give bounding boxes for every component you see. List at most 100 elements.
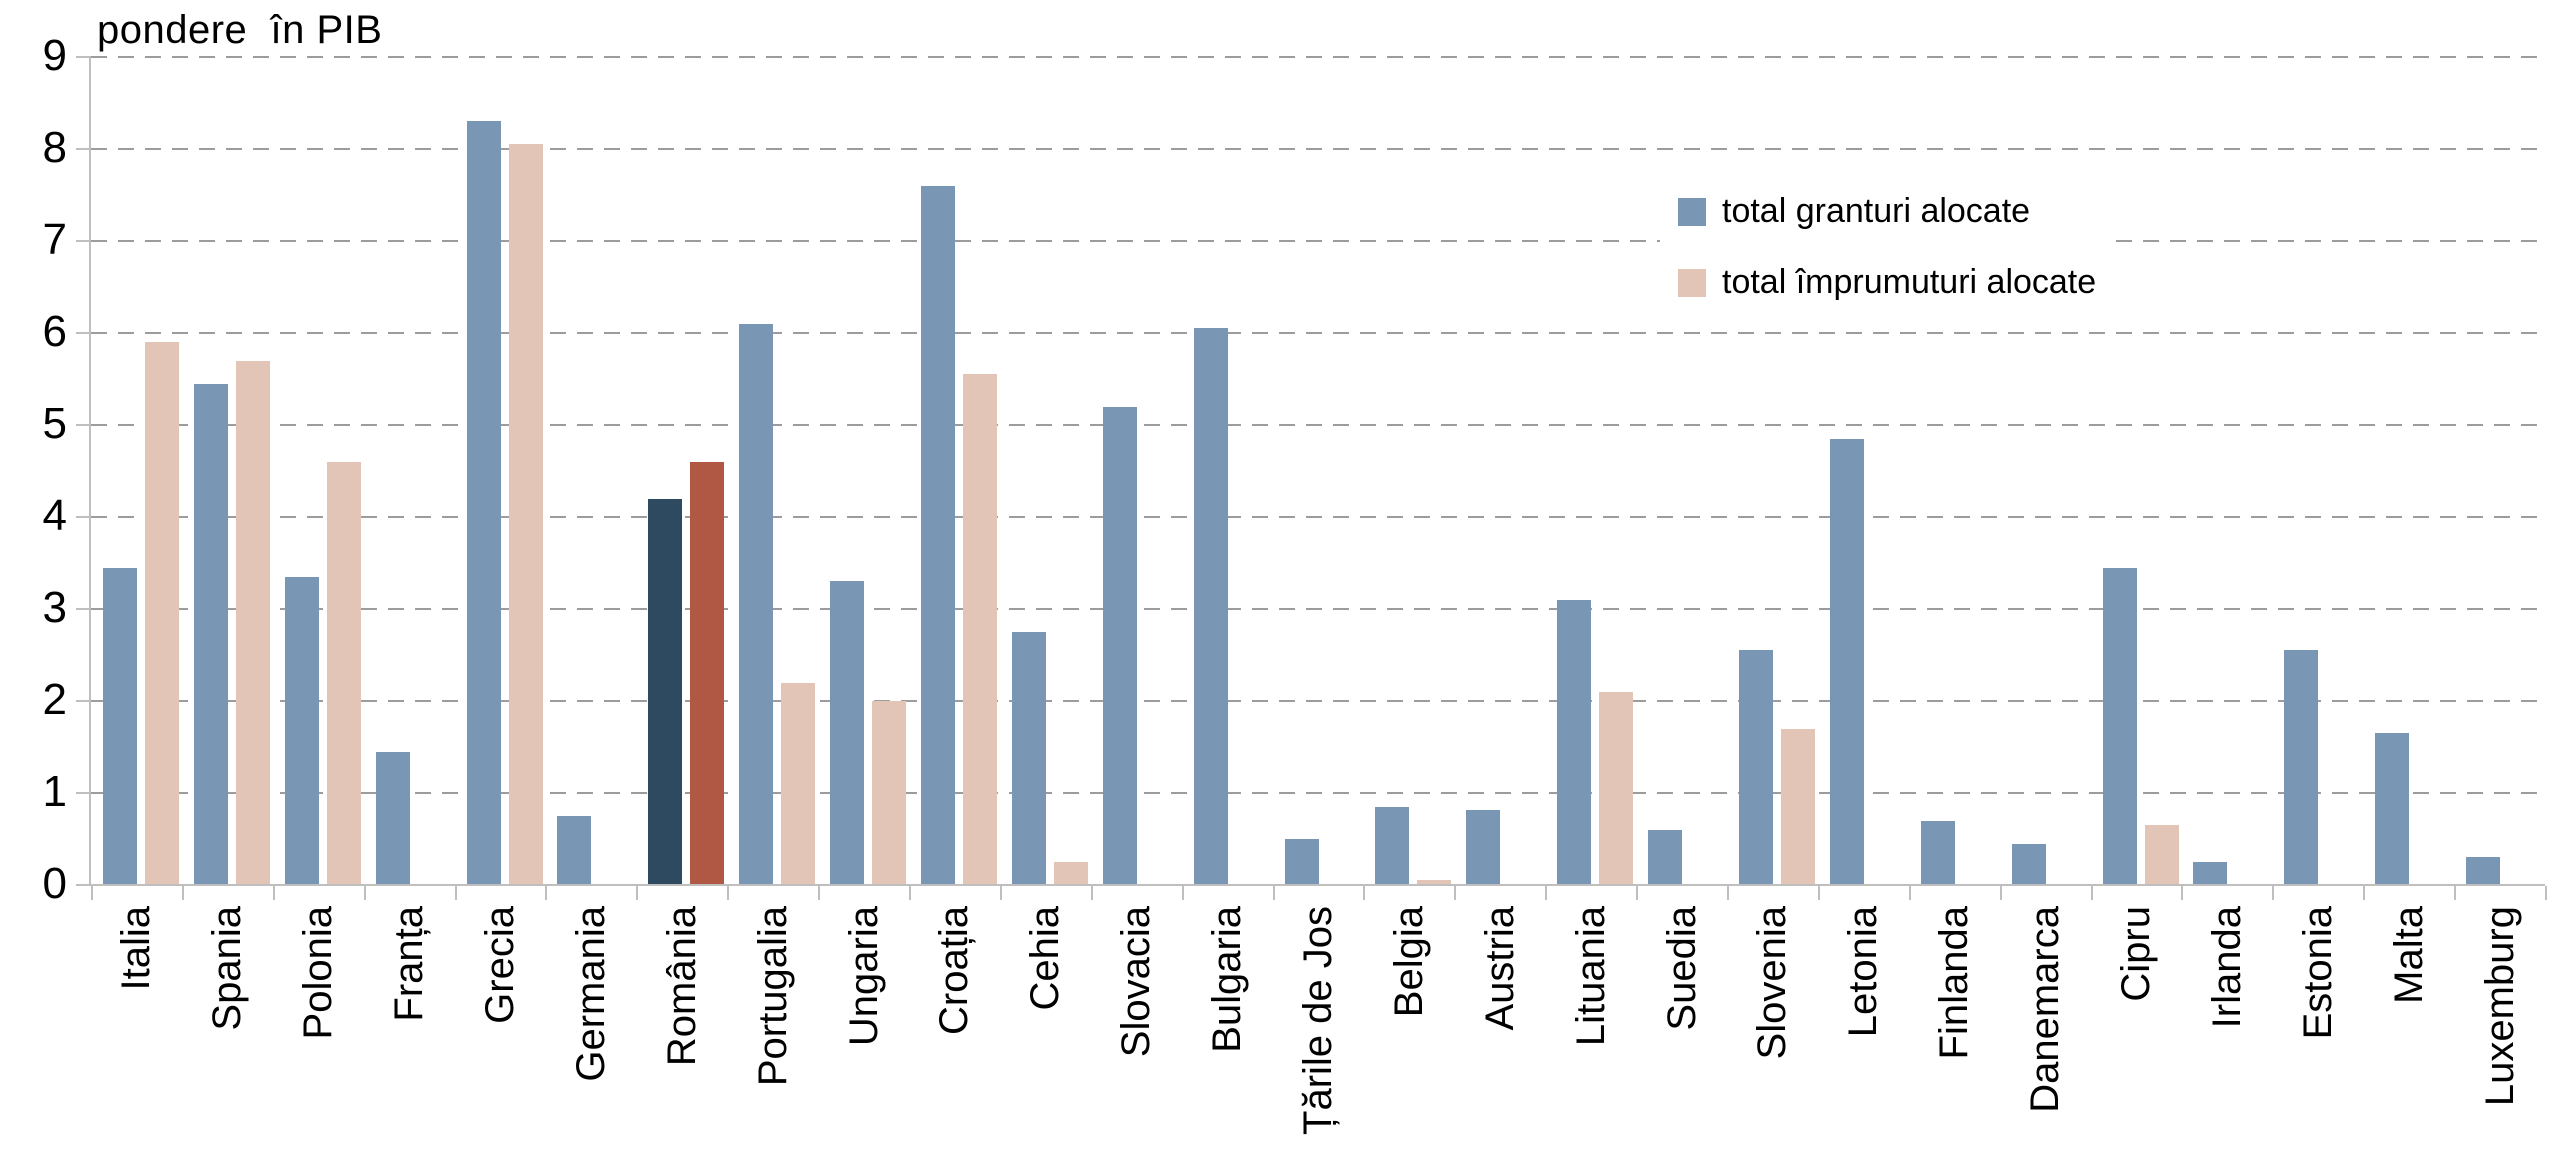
y-tick-label-8: 8 (42, 123, 67, 172)
gridline-6 (91, 332, 2545, 334)
x-label-cell-Slovacia: Slovacia (1091, 906, 1182, 1156)
x-label-Slovenia: Slovenia (1750, 906, 1795, 1060)
x-axis-tick (1090, 886, 1182, 900)
bar-group-Țările de Jos (1273, 57, 1364, 885)
plot-area: 0 1 2 3 4 5 6 7 8 9 (43, 34, 2545, 906)
bar-group-Austria (1454, 57, 1545, 885)
x-axis-tick (2454, 886, 2545, 900)
y-axis-tick-8 (76, 148, 91, 150)
y-tick-label-2: 2 (42, 675, 67, 724)
x-axis-tick (2181, 886, 2272, 900)
x-axis-tick (1817, 886, 1909, 900)
y-tick-label-5: 5 (42, 399, 67, 448)
chart-title: pondere în PIB (97, 8, 383, 52)
x-label-cell-Suedia: Suedia (1636, 906, 1727, 1156)
x-label-Finlanda: Finlanda (1932, 906, 1977, 1060)
x-label-cell-Grecia: Grecia (455, 906, 546, 1156)
x-axis-tick (1999, 886, 2091, 900)
x-label-cell-Italia: Italia (91, 906, 182, 1156)
y-axis-tick-3 (76, 608, 91, 610)
x-axis-line (91, 884, 2545, 886)
gridline-5 (91, 424, 2545, 426)
x-axis-tick (818, 886, 909, 900)
bar-grants-Polonia (284, 576, 319, 885)
x-label-Cehia: Cehia (1023, 906, 1068, 1011)
x-label-cell-Țările de Jos: Țările de Jos (1273, 906, 1364, 1156)
bar-loans-Slovenia (1781, 728, 1816, 885)
bar-grants-Portugalia (739, 323, 774, 885)
bar-group-Malta (2363, 57, 2454, 885)
x-axis-tick (545, 886, 636, 900)
x-label-Țările de Jos: Țările de Jos (1296, 906, 1341, 1135)
x-label-Spania: Spania (205, 906, 250, 1031)
legend-label-grants: total granturi alocate (1722, 192, 2031, 230)
y-axis-tick-0 (76, 884, 91, 886)
x-label-cell-Irlanda: Irlanda (2181, 906, 2272, 1156)
bar-loans-Belgia (1417, 880, 1452, 885)
x-label-Polonia: Polonia (296, 906, 341, 1040)
bar-group-Franța (364, 57, 455, 885)
x-axis-tick (2363, 886, 2454, 900)
bar-group-Croația (909, 57, 1000, 885)
gridline-3 (91, 608, 2545, 610)
x-label-cell-Franța: Franța (364, 906, 455, 1156)
x-axis-tick (1181, 886, 1273, 900)
bar-grants-Spania (193, 383, 228, 885)
x-label-cell-Luxemburg: Luxemburg (2454, 906, 2545, 1156)
y-axis-line (89, 57, 91, 885)
bar-loans-Lituania (1599, 691, 1634, 885)
bar-group-Germania (545, 57, 636, 885)
x-axis-tick (1454, 886, 1545, 900)
bar-loans-România (690, 461, 725, 885)
x-label-Cipru: Cipru (2114, 906, 2159, 1002)
x-label-Croația: Croația (932, 906, 977, 1035)
x-axis-tick (181, 886, 273, 900)
x-label-cell-Belgia: Belgia (1363, 906, 1454, 1156)
y-tick-label-1: 1 (42, 767, 67, 816)
bar-grants-Grecia (466, 121, 501, 885)
bar-group-România (636, 57, 727, 885)
bar-group-Grecia (455, 57, 546, 885)
x-label-Portugalia: Portugalia (750, 906, 795, 1087)
bar-grants-Bulgaria (1193, 328, 1228, 885)
bar-loans-Portugalia (781, 682, 816, 885)
x-axis-tick (999, 886, 1091, 900)
x-label-cell-România: România (636, 906, 727, 1156)
x-label-Franța: Franța (387, 906, 432, 1022)
x-label-cell-Bulgaria: Bulgaria (1182, 906, 1273, 1156)
x-label-cell-Malta: Malta (2363, 906, 2454, 1156)
bar-grants-Estonia (2284, 650, 2319, 885)
bar-loans-Grecia (508, 144, 543, 885)
x-label-Bulgaria: Bulgaria (1205, 906, 1250, 1053)
x-axis-tick (1636, 886, 1727, 900)
x-label-cell-Danemarca: Danemarca (2000, 906, 2091, 1156)
x-label-cell-Germania: Germania (545, 906, 636, 1156)
bar-grants-Cipru (2102, 567, 2137, 885)
bar-grants-Austria (1466, 809, 1501, 885)
bar-grants-Franța (375, 751, 410, 885)
bar-grants-Germania (557, 816, 592, 885)
x-label-Austria: Austria (1477, 906, 1522, 1031)
x-label-cell-Portugalia: Portugalia (727, 906, 818, 1156)
y-axis-tick-5 (76, 424, 91, 426)
x-label-Letonia: Letonia (1841, 906, 1886, 1038)
y-axis-tick-2 (76, 700, 91, 702)
bar-grants-Slovenia (1739, 650, 1774, 885)
gridline-9 (91, 56, 2545, 58)
bar-grants-Danemarca (2011, 843, 2046, 885)
x-axis-tick (1272, 886, 1364, 900)
bar-grants-Cehia (1011, 632, 1046, 885)
bar-grants-Ungaria (830, 581, 865, 885)
bar-group-Cehia (1000, 57, 1091, 885)
bar-group-Bulgaria (1182, 57, 1273, 885)
x-label-cell-Austria: Austria (1454, 906, 1545, 1156)
x-axis-tick (727, 886, 818, 900)
bar-loans-Italia (145, 342, 179, 885)
x-axis-tick (454, 886, 546, 900)
bar-grants-Croația (921, 185, 956, 885)
bar-group-Slovenia (1727, 57, 1818, 885)
bar-loans-Polonia (326, 461, 361, 885)
x-label-Malta: Malta (2386, 906, 2431, 1004)
x-label-cell-Cehia: Cehia (1000, 906, 1091, 1156)
